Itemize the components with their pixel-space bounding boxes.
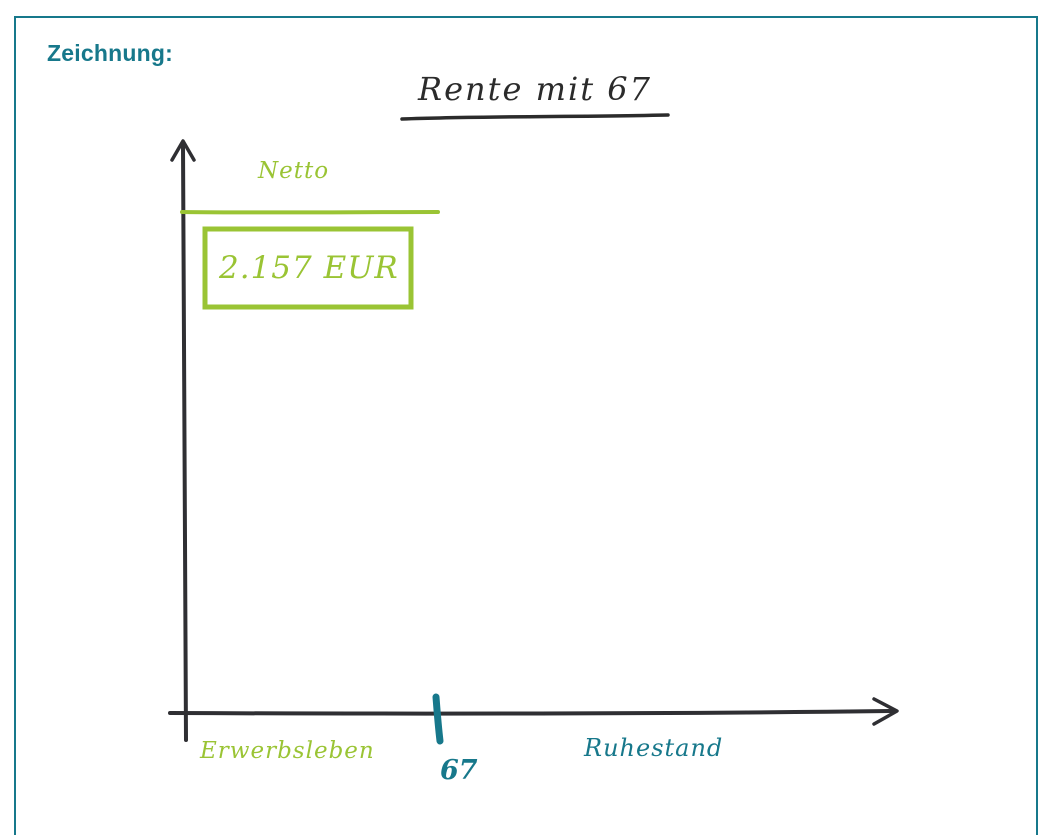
x-axis [170, 711, 895, 714]
retirement-age-label: 67 [440, 755, 478, 786]
retirement-tick [436, 697, 440, 741]
phase-retirement-label: Ruhestand [584, 734, 723, 762]
diagram-title: Rente mit 67 [418, 70, 652, 108]
y-axis [183, 145, 186, 740]
netto-amount: 2.157 EUR [219, 250, 399, 286]
netto-label: Netto [258, 158, 329, 184]
phase-work-label: Erwerbsleben [200, 738, 375, 764]
title-underline [402, 115, 668, 119]
